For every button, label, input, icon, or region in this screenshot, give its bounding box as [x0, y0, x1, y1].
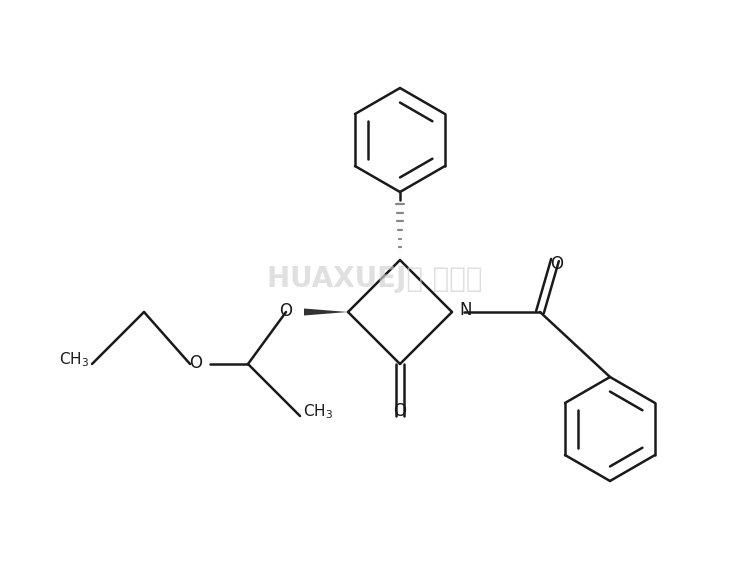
Text: O: O: [394, 402, 407, 420]
Text: N: N: [459, 301, 471, 319]
Text: O: O: [279, 302, 292, 320]
Text: HUAXUEJ合 化学加: HUAXUEJ合 化学加: [267, 265, 483, 293]
Text: O: O: [550, 255, 563, 273]
Text: CH$_3$: CH$_3$: [59, 350, 89, 369]
Text: CH$_3$: CH$_3$: [303, 402, 333, 421]
Polygon shape: [304, 308, 348, 315]
Text: O: O: [189, 354, 202, 372]
